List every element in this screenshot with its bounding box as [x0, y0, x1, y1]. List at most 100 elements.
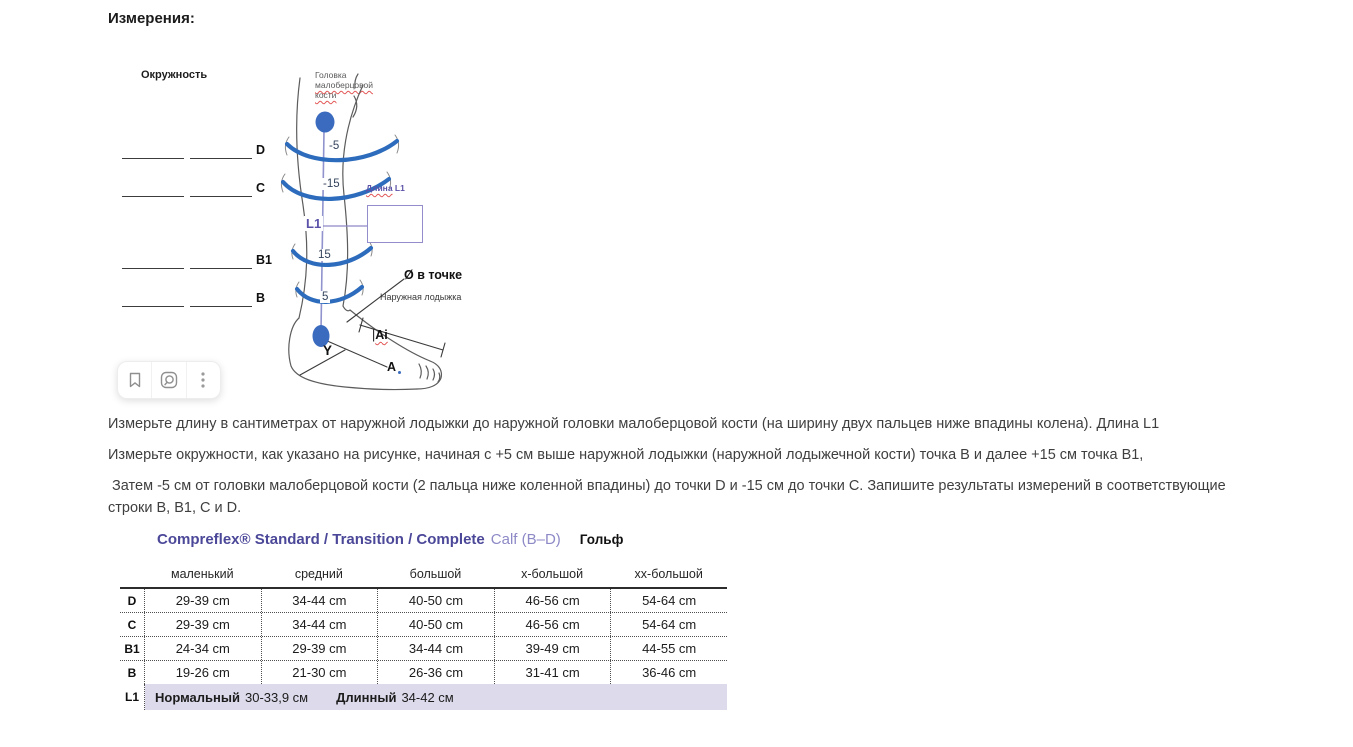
instruction-paragraph-2: Измерьте окружности, как указано на рису…: [108, 447, 1144, 463]
length-code: L1: [394, 183, 405, 193]
fibula-head-dot: [315, 111, 335, 133]
leg-drawing: [280, 73, 446, 391]
bookmark-button[interactable]: [118, 362, 151, 398]
size-cell: 34-44 cm: [378, 637, 495, 660]
blank-line: [122, 158, 184, 159]
bookmark-icon: [129, 372, 140, 388]
measurement-row-c: C: [122, 181, 292, 201]
table-row: B1 24-34 cm 29-39 cm 34-44 cm 39-49 cm 4…: [120, 637, 727, 661]
size-cell: 24-34 cm: [145, 637, 262, 660]
fibula-head-line1: Головка: [315, 70, 347, 80]
l1-normal: Нормальный 30-33,9 см: [155, 690, 308, 705]
outer-ankle-dot: [312, 325, 330, 347]
table-title: Compreflex® Standard / Transition / Comp…: [120, 531, 727, 554]
zoom-preview-icon: [160, 371, 178, 389]
size-cell: 29-39 cm: [145, 613, 262, 636]
measurement-row-label: D: [256, 143, 266, 157]
y-point-label: Y: [323, 343, 333, 358]
size-cell: 29-39 cm: [145, 589, 262, 612]
size-cell: 40-50 cm: [378, 613, 495, 636]
blank-line: [122, 196, 184, 197]
offset-label-c: -15: [321, 178, 342, 190]
l1-length-values: Нормальный 30-33,9 см Длинный 34-42 см: [145, 684, 727, 710]
l1-normal-value: 30-33,9 см: [244, 689, 309, 705]
ai-tick: |: [372, 328, 376, 342]
instructions: Измерьте длину в сантиметрах от наружной…: [108, 413, 1233, 528]
size-cell: 34-44 cm: [262, 589, 379, 612]
page-title: Измерения:: [108, 10, 195, 27]
size-cell: 46-56 cm: [495, 613, 612, 636]
blank-line: [122, 306, 184, 307]
fibula-head-line3: кости: [315, 90, 337, 100]
blank-line: [190, 158, 252, 159]
l1-value-box: [367, 205, 423, 243]
size-cell: 40-50 cm: [378, 589, 495, 612]
measurement-row-label: B: [256, 291, 266, 305]
size-cell: 54-64 cm: [642, 593, 697, 608]
image-toolbar: [117, 361, 221, 399]
instruction-paragraph-1: Измерьте длину в сантиметрах от наружной…: [108, 416, 1160, 432]
l1-long: Длинный 34-42 см: [336, 690, 454, 705]
measurement-row-d: D: [122, 143, 292, 163]
blank-line: [190, 268, 252, 269]
outer-ankle-label: Наружная лодыжка: [380, 292, 462, 302]
size-cell: 46-56 cm: [495, 589, 612, 612]
measurement-row-label: B1: [256, 253, 272, 267]
size-cell: 31-41 cm: [495, 661, 612, 684]
l1-long-label: Длинный: [336, 689, 397, 705]
table-row: C 29-39 cm 34-44 cm 40-50 cm 46-56 cm 54…: [120, 613, 727, 637]
more-vertical-icon: [201, 372, 205, 388]
leg-outline: [288, 73, 443, 391]
size-cell: 21-30 cm: [262, 661, 379, 684]
fibula-head-label: Головка малоберцовой кости: [315, 70, 373, 100]
arc-b1: [290, 245, 374, 267]
l1-mark: L1: [304, 216, 324, 231]
size-cell: 29-39 cm: [262, 637, 379, 660]
diameter-at-point-label: Ø в точке: [404, 268, 463, 282]
offset-label-d: -5: [327, 140, 342, 152]
l1-length-row: L1 Нормальный 30-33,9 см Длинный 34-42 см: [120, 684, 727, 710]
size-cell: 26-36 cm: [378, 661, 495, 684]
blank-line: [122, 268, 184, 269]
table-row: B 19-26 cm 21-30 cm 26-36 cm 31-41 cm 36…: [120, 661, 727, 684]
offset-label-b: 5: [320, 291, 331, 303]
fibula-head-line2: малоберцовой: [315, 80, 373, 90]
size-header: маленький: [170, 567, 234, 581]
size-cell: 36-46 cm: [642, 665, 697, 680]
size-header: х-большой: [521, 567, 584, 581]
a-point-label: A: [387, 360, 397, 374]
l1-normal-label: Нормальный: [155, 689, 240, 705]
annotation-lines: [299, 278, 446, 376]
circumference-label: Окружность: [141, 69, 208, 81]
size-cell: 44-55 cm: [642, 641, 697, 656]
table-title-product: Calf (B–D): [490, 531, 561, 548]
size-cell: 34-44 cm: [262, 613, 379, 636]
more-button[interactable]: [185, 362, 220, 398]
a-point-dot: [398, 371, 401, 374]
l1-long-value: 34-42 см: [401, 689, 454, 705]
table-row: D 29-39 cm 34-44 cm 40-50 cm 46-56 cm 54…: [120, 589, 727, 613]
row-label: B: [120, 661, 145, 684]
measurement-row-label: C: [256, 181, 266, 195]
length-l1-callout: Длина L1: [366, 183, 405, 193]
table-title-type: Гольф: [579, 532, 624, 547]
arc-d: [284, 138, 400, 163]
table-title-brand: Compreflex® Standard / Transition / Comp…: [157, 531, 485, 548]
measurement-row-b: B: [122, 291, 292, 311]
table-header-row: маленький средний большой х-большой хх-б…: [120, 554, 727, 589]
blank-line: [190, 306, 252, 307]
size-header: большой: [409, 567, 462, 581]
size-header: хх-большой: [634, 567, 703, 581]
preview-button[interactable]: [151, 362, 185, 398]
measurement-row-b1: B1: [122, 253, 292, 273]
length-word: Длина: [366, 183, 393, 193]
row-label: B1: [120, 637, 145, 660]
ai-label: |Ai: [372, 328, 388, 342]
size-cell: 54-64 cm: [642, 617, 697, 632]
size-table: Compreflex® Standard / Transition / Comp…: [120, 531, 727, 710]
row-label: D: [120, 589, 145, 612]
size-cell: 39-49 cm: [495, 637, 612, 660]
row-label: L1: [120, 684, 145, 710]
blank-line: [190, 196, 252, 197]
